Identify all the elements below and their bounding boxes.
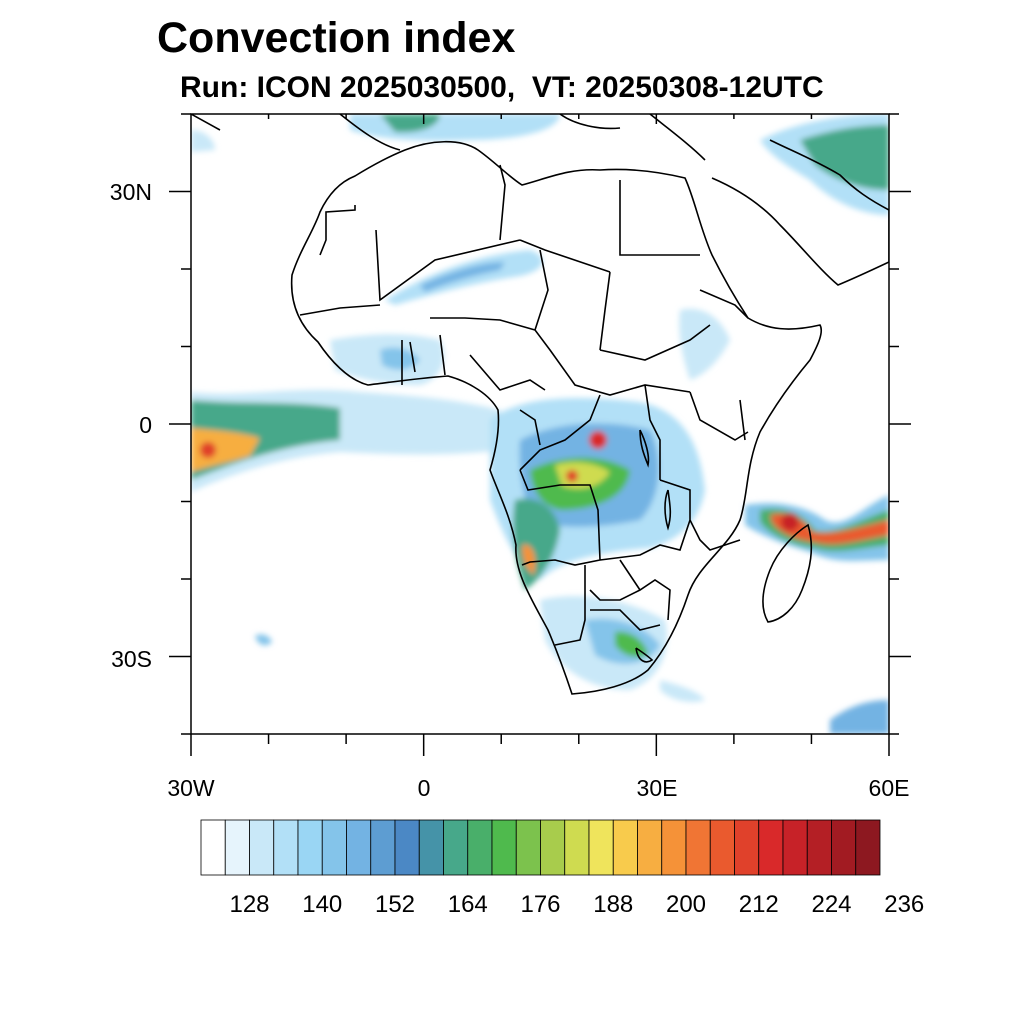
x-tick-label: 0 xyxy=(418,775,431,801)
colorbar-swatch xyxy=(588,819,614,876)
y-tick-label: 0 xyxy=(139,412,152,438)
colorbar-swatch xyxy=(321,819,347,876)
africa-borders xyxy=(299,164,749,646)
colorbar-swatch xyxy=(443,819,469,876)
colorbar-label: 188 xyxy=(593,891,633,918)
colorbar-labels: 128 140 152 164 176 188 200 212 224 236 xyxy=(229,891,924,918)
colorbar-swatch xyxy=(685,819,711,876)
colorbar-swatch xyxy=(200,819,226,876)
colorbar-swatch xyxy=(709,819,735,876)
colorbar-swatch xyxy=(224,819,250,876)
colorbar-label: 200 xyxy=(666,891,706,918)
map-title: Convection index xyxy=(157,14,516,62)
coastlines xyxy=(191,114,889,695)
x-tick-label: 30W xyxy=(167,775,215,801)
colorbar-label: 212 xyxy=(739,891,779,918)
colorbar-swatch xyxy=(855,819,881,876)
cyclone-core xyxy=(770,513,889,545)
colorbar-swatch xyxy=(637,819,663,876)
colorbar-swatch xyxy=(734,819,760,876)
colorbar-swatch xyxy=(564,819,590,876)
arabia-coastline xyxy=(711,139,889,286)
map-subtitle: Run: ICON 2025030500, VT: 20250308-12UTC xyxy=(180,71,824,104)
colorbar-label: 236 xyxy=(884,891,924,918)
africa-coastline xyxy=(290,140,823,695)
x-tick-label: 30E xyxy=(637,775,678,801)
colorbar-swatch xyxy=(491,819,517,876)
colorbar-swatch xyxy=(394,819,420,876)
madagascar-coastline xyxy=(762,523,813,623)
lakes xyxy=(635,429,672,663)
colorbar-swatch xyxy=(346,819,372,876)
colorbar-swatch xyxy=(806,819,832,876)
colorbar-swatch xyxy=(661,819,687,876)
x-tick-label: 60E xyxy=(869,775,910,801)
y-tick-label: 30S xyxy=(111,646,152,672)
convection-field xyxy=(191,114,889,734)
colorbar-label: 176 xyxy=(520,891,560,918)
colorbar-label: 128 xyxy=(229,891,269,918)
axis-tick-labels: 30W 0 30E 60E 30N 0 30S xyxy=(110,179,910,801)
colorbar-swatch xyxy=(831,819,857,876)
colorbar-label: 152 xyxy=(375,891,415,918)
colorbar-swatch xyxy=(370,819,396,876)
colorbar-swatch xyxy=(782,819,808,876)
colorbar-label: 140 xyxy=(302,891,342,918)
colorbar-swatch xyxy=(273,819,299,876)
colorbar-label: 164 xyxy=(448,891,488,918)
colorbar-swatch xyxy=(249,819,275,876)
colorbar-swatch xyxy=(515,819,541,876)
colorbar-swatch xyxy=(467,819,493,876)
colorbar-swatch xyxy=(612,819,638,876)
colorbar xyxy=(200,819,881,876)
colorbar-swatch xyxy=(540,819,566,876)
europe-coastline xyxy=(191,114,706,161)
colorbar-label: 224 xyxy=(811,891,851,918)
itcz-band-core xyxy=(191,428,260,472)
colorbar-swatch xyxy=(297,819,323,876)
axis-ticks xyxy=(169,113,911,756)
y-tick-label: 30N xyxy=(110,179,152,205)
colorbar-swatch xyxy=(758,819,784,876)
colorbar-swatch xyxy=(418,819,444,876)
